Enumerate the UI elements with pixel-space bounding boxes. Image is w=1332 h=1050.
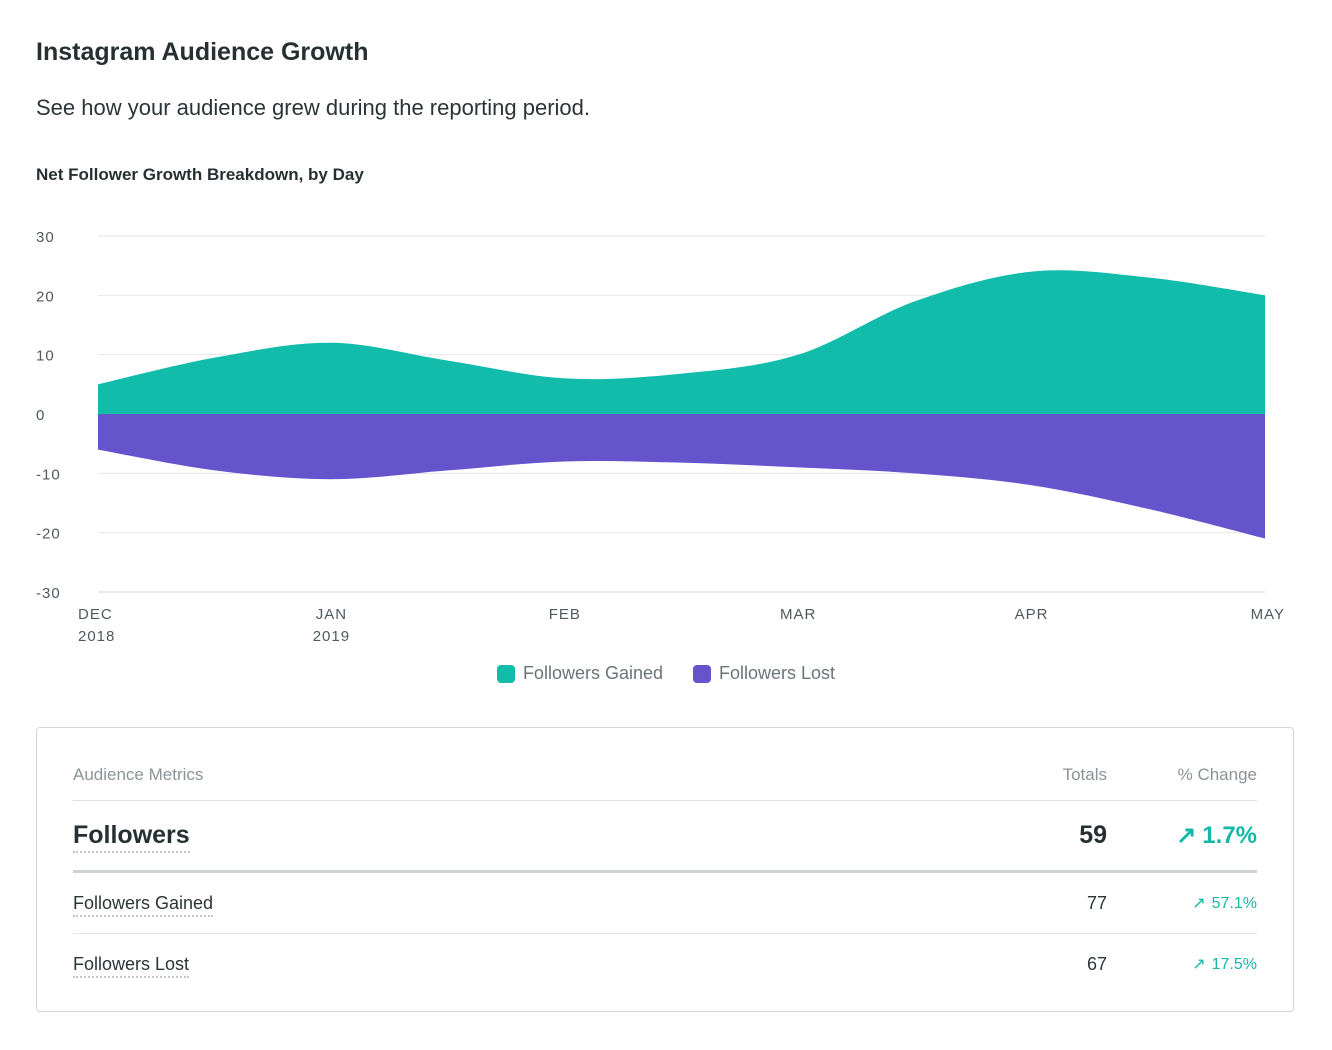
table-row: Followers Lost 67 ↗ 17.5% [73, 934, 1257, 994]
page-title: Instagram Audience Growth [36, 38, 369, 66]
x-tick-label: JAN [316, 606, 347, 623]
area-followers-gained [98, 270, 1265, 414]
metric-change-gained: ↗ 57.1% [1107, 893, 1257, 913]
x-tick-year-label: 2018 [78, 628, 115, 645]
table-row: Followers 59 ↗ 1.7% [73, 800, 1257, 873]
y-tick-label: -10 [36, 466, 61, 483]
y-tick-label: 10 [36, 348, 55, 365]
metrics-header-totals: Totals [1062, 765, 1107, 784]
metric-total-lost: 67 [1086, 953, 1107, 974]
metric-name-followers[interactable]: Followers [73, 820, 190, 853]
metric-change-value: 17.5% [1211, 956, 1257, 973]
metric-total-gained: 77 [1086, 892, 1107, 913]
area-chart: 30 20 10 0 -10 -20 -30 DEC 2018 JAN 2019 FEB MAR APR… [36, 229, 1285, 645]
table-row: Followers Gained 77 ↗ 57.1% [73, 873, 1257, 934]
legend-item-gained[interactable]: Followers Gained [496, 663, 663, 684]
metric-total-followers: 59 [1079, 820, 1107, 849]
trend-up-icon: ↗ [1192, 956, 1206, 973]
metrics-header-change: % Change [1177, 765, 1257, 784]
legend-label-gained: Followers Gained [522, 663, 663, 683]
trend-up-icon: ↗ [1176, 821, 1197, 849]
x-tick-label: APR [1015, 606, 1049, 623]
y-tick-label: 0 [36, 407, 45, 424]
y-tick-label: 20 [36, 288, 55, 305]
metric-change-followers: ↗ 1.7% [1107, 821, 1257, 850]
metric-name-gained[interactable]: Followers Gained [73, 892, 214, 917]
y-tick-label: -20 [36, 526, 61, 543]
metric-change-value: 57.1% [1211, 895, 1257, 912]
area-followers-lost [98, 414, 1265, 539]
legend-item-lost[interactable]: Followers Lost [693, 663, 835, 684]
trend-up-icon: ↗ [1192, 895, 1206, 912]
x-tick-label: FEB [549, 606, 581, 623]
metric-change-lost: ↗ 17.5% [1107, 954, 1257, 974]
x-tick-label: MAR [780, 606, 816, 623]
audience-metrics-table: Audience Metrics Totals % Change Followe… [36, 727, 1294, 1012]
y-tick-label: 30 [36, 229, 55, 246]
x-tick-year-label: 2019 [313, 628, 350, 645]
x-tick-label: MAY [1251, 606, 1285, 623]
x-axis-ticks: DEC 2018 JAN 2019 FEB MAR APR MAY [78, 606, 1285, 645]
legend-swatch-gained [496, 664, 515, 683]
chart-title: Net Follower Growth Breakdown, by Day [36, 165, 364, 184]
metric-change-value: 1.7% [1202, 821, 1257, 849]
y-tick-label: -30 [36, 585, 61, 602]
chart-legend: Followers Gained Followers Lost [0, 663, 1332, 684]
legend-swatch-lost [693, 664, 711, 683]
metric-name-lost[interactable]: Followers Lost [73, 953, 190, 978]
page-subtitle: See how your audience grew during the re… [36, 95, 591, 120]
x-tick-label: DEC [78, 606, 113, 623]
legend-label-lost: Followers Lost [719, 663, 836, 683]
metrics-header-name: Audience Metrics [73, 765, 204, 784]
metrics-header-row: Audience Metrics Totals % Change [73, 750, 1257, 801]
y-axis-ticks: 30 20 10 0 -10 -20 -30 [36, 229, 61, 602]
